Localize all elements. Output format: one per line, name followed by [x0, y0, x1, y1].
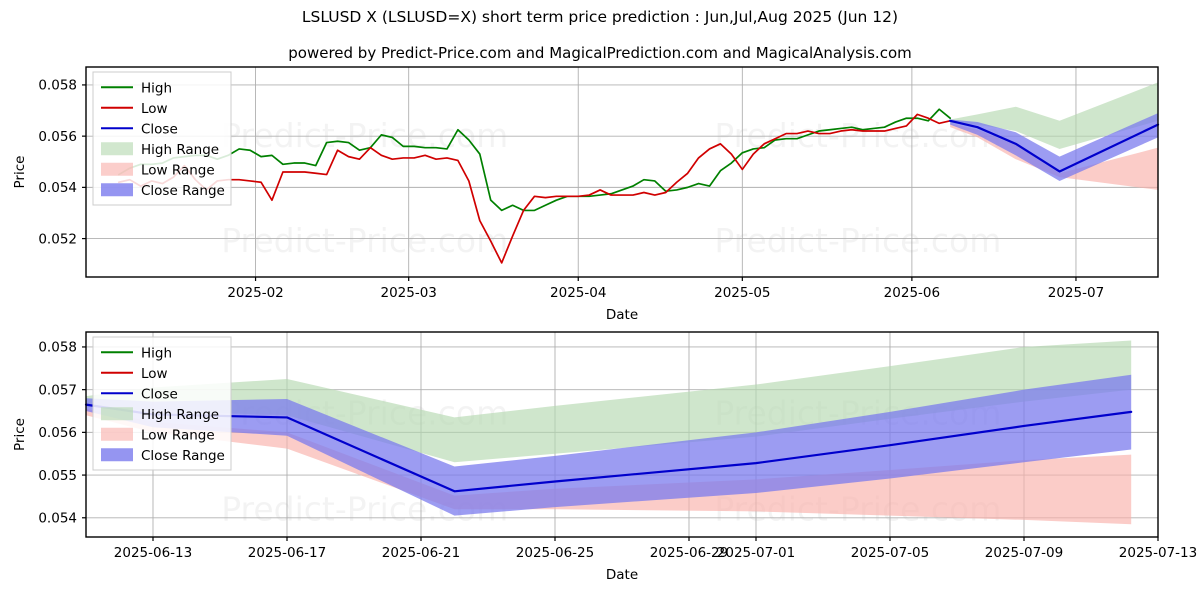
legend-box — [92, 71, 232, 206]
chart-title: LSLUSD X (LSLUSD=X) short term price pre… — [301, 8, 899, 26]
top-chart: Predict-Price.comPredict-Price.comPredic… — [12, 66, 1160, 323]
legend-label-close: Close — [141, 121, 178, 137]
legend-label-high: High — [141, 345, 172, 361]
y-tick-label: 0.054 — [38, 180, 77, 196]
plot-frame — [85, 331, 1159, 538]
legend-box — [92, 336, 232, 471]
series-line-high — [117, 108, 952, 212]
y-tick-label: 0.052 — [38, 231, 77, 247]
y-axis-label: Price — [12, 418, 28, 451]
x-tick-label: 2025-06-25 — [516, 545, 594, 561]
y-axis-label: Price — [12, 156, 28, 189]
legend-swatch-low_range — [101, 427, 133, 441]
legend-swatch-high_range — [101, 407, 133, 421]
bottom-chart: Predict-Price.comPredict-Price.comPredic… — [12, 331, 1197, 583]
x-tick-label: 2025-06-29 — [650, 545, 728, 561]
x-tick-label: 2025-07-13 — [1119, 545, 1197, 561]
legend-label-low: Low — [141, 101, 168, 117]
y-tick-label: 0.055 — [38, 468, 77, 484]
legend-label-close_range: Close Range — [141, 448, 225, 464]
legend-label-close_range: Close Range — [141, 183, 225, 199]
band-high-range — [950, 82, 1158, 149]
legend: High Low Close High Range Low Range Close Ran… — [92, 71, 232, 206]
x-tick-label: 2025-07-05 — [851, 545, 929, 561]
y-tick-label: 0.056 — [38, 129, 77, 145]
watermark-text: Predict-Price.com — [221, 221, 508, 260]
x-tick-label: 2025-06-13 — [114, 545, 192, 561]
legend-swatch-close_range — [101, 183, 133, 197]
x-axis-label: Date — [606, 307, 638, 323]
band-close-range — [950, 113, 1158, 181]
x-tick-label: 2025-07-01 — [717, 545, 795, 561]
x-tick-label: 2025-03 — [380, 285, 436, 301]
y-tick-label: 0.057 — [38, 382, 77, 398]
plot-frame — [85, 66, 1159, 278]
watermark-group: Predict-Price.comPredict-Price.comPredic… — [221, 116, 1001, 260]
x-tick-label: 2025-07 — [1048, 285, 1104, 301]
y-tick-label: 0.056 — [38, 425, 77, 441]
legend-label-high_range: High Range — [141, 407, 219, 423]
y-tick-label: 0.054 — [38, 511, 77, 527]
band-low-range — [86, 408, 1132, 525]
series-line-low — [117, 113, 952, 264]
legend-label-low_range: Low Range — [141, 162, 215, 178]
legend-label-high_range: High Range — [141, 142, 219, 158]
series-line-close — [949, 119, 1160, 173]
legend-label-close: Close — [141, 386, 178, 402]
legend-label-low_range: Low Range — [141, 427, 215, 443]
legend: High Low Close High Range Low Range Close Ran… — [92, 336, 232, 471]
legend-swatch-low_range — [101, 162, 133, 176]
x-tick-label: 2025-06-21 — [382, 545, 460, 561]
x-tick-label: 2025-07-09 — [985, 545, 1063, 561]
x-axis-label: Date — [606, 567, 638, 583]
plot-background — [86, 67, 1158, 277]
y-tick-label: 0.058 — [38, 340, 77, 356]
x-tick-label: 2025-06-17 — [248, 545, 326, 561]
legend-swatch-high_range — [101, 142, 133, 156]
legend-swatch-close_range — [101, 448, 133, 462]
x-tick-label: 2025-02 — [227, 285, 283, 301]
x-tick-label: 2025-05 — [714, 285, 770, 301]
watermark-text: Predict-Price.com — [714, 221, 1001, 260]
chart-subtitle: powered by Predict-Price.com and Magical… — [288, 44, 912, 62]
legend-label-high: High — [141, 80, 172, 96]
y-tick-label: 0.058 — [38, 78, 77, 94]
x-tick-label: 2025-04 — [550, 285, 606, 301]
legend-label-low: Low — [141, 366, 168, 382]
band-close-range — [86, 374, 1132, 516]
x-tick-label: 2025-06 — [884, 285, 940, 301]
